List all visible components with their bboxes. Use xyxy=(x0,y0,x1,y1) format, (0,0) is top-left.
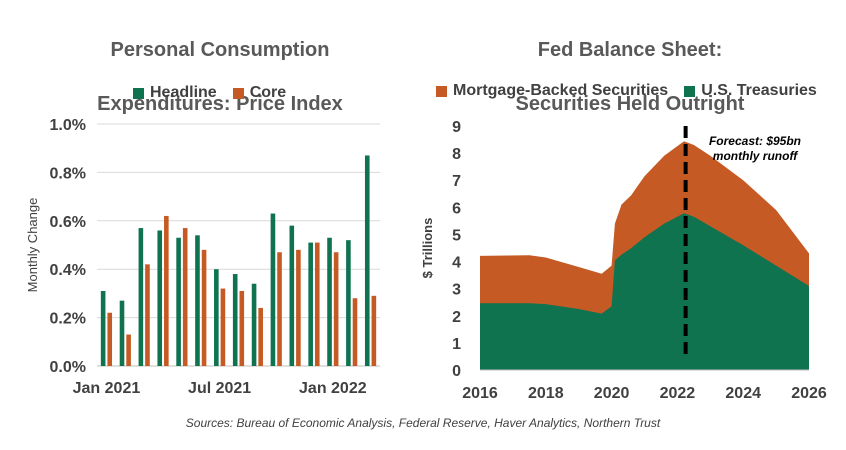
headline-bar xyxy=(308,242,313,366)
headline-bar xyxy=(251,283,257,366)
fed-y-tick-label: 1 xyxy=(452,336,461,353)
legend-item-headline: Headline xyxy=(133,84,217,102)
core-bar xyxy=(201,249,207,366)
fed-x-tick-label: 2016 xyxy=(462,385,498,402)
fed-y-tick-label: 3 xyxy=(452,282,461,299)
fed-x-tick-label: 2020 xyxy=(594,385,630,402)
pce-y-tick-label: 0.4% xyxy=(50,262,86,279)
fed-y-axis-label: $ Trillions xyxy=(420,218,435,279)
pce-x-tick-label: Jan 2022 xyxy=(299,380,367,397)
pce-y-tick-label: 0.2% xyxy=(50,311,86,328)
headline-bar xyxy=(346,240,351,366)
core-bar xyxy=(220,288,226,366)
pce-x-tick-label: Jan 2021 xyxy=(73,380,141,397)
headline-bar xyxy=(364,155,370,366)
headline-bar xyxy=(138,228,144,366)
fed-y-tick-label: 8 xyxy=(452,146,461,163)
forecast-annotation-line-1: Forecast: $95bn xyxy=(709,134,801,148)
fed-legend: Mortgage-Backed Securities U.S. Treasuri… xyxy=(436,82,827,100)
headline-bar xyxy=(176,237,181,366)
mbs-legend-label: Mortgage-Backed Securities xyxy=(453,82,669,99)
headline-swatch xyxy=(133,87,144,99)
core-bar xyxy=(239,290,245,366)
fed-area-chart: 0 1 2 3 4 5 6 7 8 9 2016 2018 2020 2022 2024 2026 $ Tril… xyxy=(420,119,827,402)
core-bar xyxy=(296,249,301,366)
fed-y-tick-label: 7 xyxy=(452,173,461,190)
core-legend-label: Core xyxy=(249,84,287,101)
treasuries-area xyxy=(480,213,809,370)
legend-item-core: Core xyxy=(232,84,287,102)
pce-y-tick-label: 0.8% xyxy=(50,165,86,182)
core-swatch xyxy=(232,87,244,99)
headline-legend-label: Headline xyxy=(150,84,217,101)
pce-y-axis-label: Monthly Change xyxy=(25,198,40,293)
core-bar xyxy=(314,242,320,366)
core-bar xyxy=(277,252,282,366)
headline-bar xyxy=(157,230,163,366)
fed-x-tick-label: 2022 xyxy=(660,385,696,402)
fed-x-tick-label: 2026 xyxy=(791,385,827,402)
headline-bar xyxy=(119,300,125,366)
headline-bar xyxy=(100,290,106,366)
headline-bar xyxy=(232,274,238,366)
fed-y-tick-label: 0 xyxy=(452,363,461,380)
fed-y-tick-label: 9 xyxy=(452,119,461,136)
core-bar xyxy=(333,252,339,366)
fed-title-line-1: Fed Balance Sheet: xyxy=(537,39,723,61)
fed-title-line-2: Securities Held Outright xyxy=(515,93,745,115)
sources-note: Sources: Bureau of Economic Analysis, Fe… xyxy=(185,416,661,430)
mbs-swatch xyxy=(436,85,447,97)
headline-bar xyxy=(214,269,219,366)
pce-y-tick-label: 0.6% xyxy=(50,214,86,231)
fed-x-tick-label: 2024 xyxy=(725,385,761,402)
pce-bar-chart: 0.0% 0.2% 0.4% 0.6% 0.8% 1.0% Monthly Change Ja… xyxy=(25,117,380,397)
core-bar xyxy=(371,295,377,366)
pce-title-line-2: Expenditures: Price Index xyxy=(97,93,343,115)
legend-item-treasuries: U.S. Treasuries xyxy=(684,82,817,100)
pce-x-tick-label: Jul 2021 xyxy=(188,380,251,397)
headline-bar xyxy=(327,237,332,366)
fed-chart-title: Fed Balance Sheet: Securities Held Outri… xyxy=(430,10,830,145)
pce-y-tick-label: 1.0% xyxy=(50,117,86,134)
core-bar xyxy=(352,298,358,366)
fed-x-tick-label: 2018 xyxy=(528,385,564,402)
pce-y-tick-label: 0.0% xyxy=(50,359,86,376)
core-bar xyxy=(145,264,150,366)
pce-chart-title: Personal Consumption Expenditures: Price… xyxy=(40,10,400,145)
headline-bar xyxy=(195,235,200,366)
core-bar xyxy=(182,228,188,366)
headline-bar xyxy=(289,225,295,366)
pce-title-line-1: Personal Consumption xyxy=(110,39,330,61)
pce-legend: Headline Core xyxy=(133,84,296,102)
fed-y-tick-label: 6 xyxy=(452,200,461,217)
core-bar xyxy=(164,215,169,366)
treasuries-swatch xyxy=(684,85,696,97)
legend-item-mbs: Mortgage-Backed Securities xyxy=(436,82,668,100)
core-bar xyxy=(107,312,113,366)
treasuries-legend-label: U.S. Treasuries xyxy=(701,82,817,99)
headline-bar xyxy=(270,213,276,366)
fed-y-tick-label: 5 xyxy=(452,227,461,244)
core-bar xyxy=(258,307,263,366)
forecast-annotation-line-2: monthly runoff xyxy=(713,149,798,163)
core-bar xyxy=(126,334,131,366)
fed-y-tick-label: 2 xyxy=(452,309,461,326)
fed-y-tick-label: 4 xyxy=(452,255,461,272)
